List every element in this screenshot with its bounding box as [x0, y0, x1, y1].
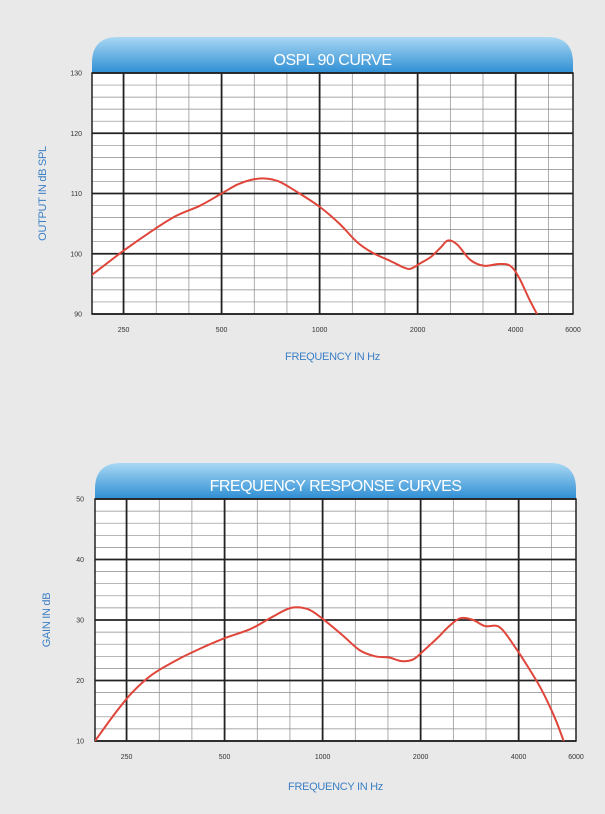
y-tick-label: 90: [74, 312, 82, 319]
y-tick-label: 100: [70, 251, 82, 258]
x-axis-title: FREQUENCY IN Hz: [288, 781, 383, 793]
x-tick-label: 6000: [565, 327, 581, 334]
x-tick-label: 1000: [312, 327, 328, 334]
x-tick-label: 2000: [413, 754, 429, 761]
x-tick-label: 2000: [410, 327, 426, 334]
chart-title-banner: [95, 463, 576, 499]
y-tick-label: 40: [76, 557, 84, 564]
y-tick-label: 110: [71, 191, 82, 198]
plot-frame: [91, 72, 574, 315]
plot-frame: [94, 498, 577, 742]
x-tick-label: 6000: [568, 754, 584, 761]
y-tick-label: 20: [76, 678, 84, 685]
x-tick-label: 1000: [315, 754, 331, 761]
x-tick-label: 250: [118, 327, 130, 334]
series-line: [92, 177, 538, 314]
x-axis-title: FREQUENCY IN Hz: [285, 351, 380, 363]
x-tick-label: 4000: [508, 327, 524, 334]
chart-title: OSPL 90 CURVE: [274, 52, 392, 69]
y-axis-title: GAIN IN dB: [41, 593, 53, 647]
chart-title: FREQUENCY RESPONSE CURVES: [210, 478, 462, 495]
y-tick-label: 10: [76, 739, 84, 746]
x-tick-label: 500: [219, 754, 231, 761]
y-tick-label: 30: [76, 618, 84, 625]
x-tick-label: 500: [216, 327, 228, 334]
series-line: [95, 606, 565, 741]
y-axis-title: OUTPUT IN dB SPL: [37, 146, 49, 241]
y-tick-label: 120: [70, 131, 82, 138]
ospl90-chart: OSPL 90 CURVE 90 100 110 120 130 250 500 1000 200…: [37, 37, 581, 363]
x-tick-label: 4000: [511, 754, 527, 761]
chart-title-banner: [92, 37, 573, 73]
y-tick-label: 50: [76, 497, 84, 504]
y-tick-label: 130: [70, 71, 82, 78]
x-tick-label: 250: [121, 754, 133, 761]
frequency-response-chart: FREQUENCY RESPONSE CURVES 10 20 30 40 50 250 50…: [41, 463, 584, 793]
